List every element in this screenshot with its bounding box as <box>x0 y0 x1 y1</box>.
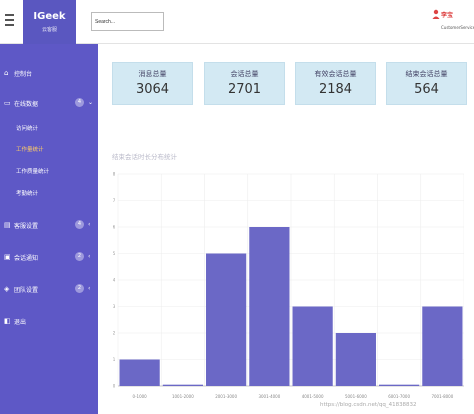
sidebar-item-logout[interactable]: ◧ 退出 <box>0 314 98 330</box>
brand-subtitle: 云客服 <box>41 27 57 33</box>
count-badge: 4 <box>75 98 84 107</box>
count-badge: 2 <box>75 252 84 261</box>
logout-icon: ◧ <box>4 317 11 325</box>
chevron-left-icon: ‹ <box>88 253 91 260</box>
y-tick-label: 8 <box>113 172 116 177</box>
count-badge: 4 <box>75 220 84 229</box>
stat-title: 会话总量 <box>230 70 259 78</box>
x-tick-label: 1001-2000 <box>172 394 194 399</box>
chevron-left-icon: ‹ <box>88 285 91 292</box>
sidebar-subitem-workload[interactable]: 工作量统计 <box>16 147 44 153</box>
x-tick-label: 2001-3000 <box>215 394 237 399</box>
y-tick-label: 6 <box>113 225 116 230</box>
chat-icon: ▣ <box>4 253 11 261</box>
search-input[interactable] <box>91 12 164 31</box>
user-avatar-icon[interactable] <box>432 9 440 19</box>
sidebar-subitem-quality[interactable]: 工作质量统计 <box>16 169 50 175</box>
chart-title: 结束会话时长分布统计 <box>112 153 177 161</box>
stat-card-messages: 消息总量 3064 <box>112 62 193 105</box>
y-tick-label: 7 <box>113 198 116 203</box>
sidebar-item-service-settings[interactable]: ▤ 客服设置 4 ‹ <box>0 218 98 234</box>
sidebar-item-session-notify[interactable]: ▣ 会话通知 2 ‹ <box>0 250 98 266</box>
stat-card-valid-sessions: 有效会话总量 2184 <box>295 62 376 105</box>
top-bar: IGeek 云客服 李宝 CustomerService <box>0 0 474 44</box>
sidebar-item-dashboard[interactable]: ⌂ 控制台 <box>0 66 98 82</box>
stat-value: 2184 <box>318 82 353 97</box>
sidebar-item-online-data[interactable]: ▭ 在线数据 4 ⌄ <box>0 96 98 112</box>
x-tick-label: 7001-8000 <box>431 394 453 399</box>
sidebar-item-label: 会话通知 <box>14 255 39 262</box>
x-tick-label: 5001-6000 <box>345 394 367 399</box>
sidebar-item-label: 控制台 <box>14 71 33 78</box>
sidebar-subitem-visits[interactable]: 访问统计 <box>16 126 39 132</box>
x-tick-label: 6001-7000 <box>388 394 410 399</box>
sidebar-subitem-attendance[interactable]: 考勤统计 <box>16 191 39 197</box>
sidebar-item-team-settings[interactable]: ◈ 团队设置 2 ‹ <box>0 282 98 298</box>
y-tick-label: 3 <box>113 304 116 309</box>
sidebar-item-label: 在线数据 <box>14 101 39 108</box>
bar <box>119 359 160 386</box>
team-icon: ◈ <box>4 285 10 293</box>
stat-title: 消息总量 <box>138 70 167 78</box>
bar <box>206 253 247 386</box>
stat-card-sessions: 会话总量 2701 <box>204 62 285 105</box>
y-tick-label: 1 <box>113 357 116 362</box>
x-tick-label: 0-1000 <box>133 394 148 399</box>
bar <box>379 384 420 386</box>
sidebar-item-label: 客服设置 <box>14 223 39 230</box>
menu-toggle-icon[interactable] <box>5 14 15 26</box>
count-badge: 2 <box>75 284 84 293</box>
chevron-left-icon: ‹ <box>88 221 91 228</box>
user-name[interactable]: 李宝 <box>441 12 454 19</box>
chevron-down-icon: ⌄ <box>88 99 94 106</box>
bar <box>292 306 333 386</box>
home-icon: ⌂ <box>4 69 9 77</box>
stat-title: 有效会话总量 <box>314 70 357 78</box>
y-tick-label: 4 <box>113 278 116 283</box>
x-tick-label: 3001-4000 <box>258 394 280 399</box>
stat-value: 3064 <box>135 82 170 97</box>
laptop-icon: ▭ <box>4 99 11 107</box>
bar <box>422 306 463 386</box>
book-icon: ▤ <box>4 221 11 229</box>
stat-value: 564 <box>414 82 439 97</box>
sidebar-item-label: 退出 <box>14 319 27 326</box>
y-tick-label: 2 <box>113 331 116 336</box>
bar <box>335 333 376 386</box>
bar <box>249 227 290 386</box>
bar-chart: 0 1 2 3 4 5 6 7 8 0-1000 1001-2000 2001-3000 3001-40… <box>113 172 464 399</box>
watermark: https://blog.csdn.net/qq_41838832 <box>320 402 417 408</box>
bar <box>162 384 203 386</box>
x-tick-label: 4001-5000 <box>302 394 324 399</box>
sidebar-item-label: 团队设置 <box>14 287 39 294</box>
sidebar: ⌂ 控制台 ▭ 在线数据 4 ⌄ 访问统计 工作量统计 工作质量统计 考勤统计 … <box>0 44 98 414</box>
stat-card-ended-sessions: 结束会话总量 564 <box>386 62 467 105</box>
stat-title: 结束会话总量 <box>405 70 448 78</box>
brand-logo[interactable]: IGeek 云客服 <box>23 0 76 44</box>
user-role: CustomerService <box>441 25 474 30</box>
y-tick-label: 5 <box>113 251 116 256</box>
brand-name: IGeek <box>33 11 66 22</box>
y-tick-label: 0 <box>113 384 116 389</box>
stat-value: 2701 <box>227 82 262 97</box>
